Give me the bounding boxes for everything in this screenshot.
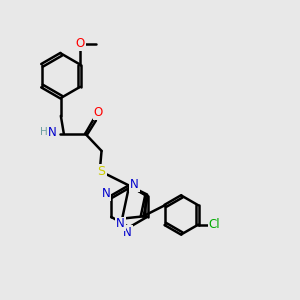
Text: N: N	[123, 226, 132, 239]
Text: N: N	[101, 187, 110, 200]
Text: N: N	[130, 178, 139, 191]
Text: S: S	[98, 165, 106, 178]
Text: O: O	[94, 106, 103, 119]
Text: N: N	[116, 218, 125, 230]
Text: N: N	[48, 126, 57, 139]
Text: H: H	[40, 127, 47, 137]
Text: Cl: Cl	[208, 218, 220, 231]
Text: O: O	[76, 37, 85, 50]
